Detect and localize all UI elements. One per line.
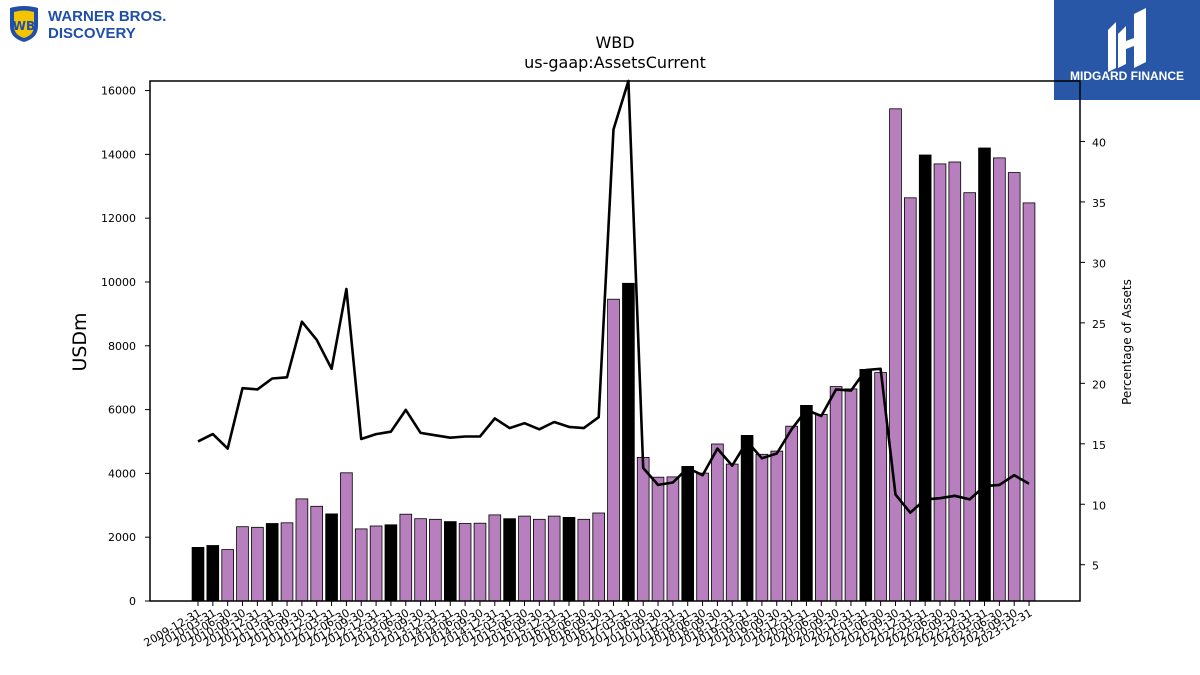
bar — [696, 472, 709, 602]
bar — [785, 425, 798, 602]
bar — [889, 108, 902, 602]
wbd-logo-graphic: WB WARNER BROS. DISCOVERY — [10, 6, 166, 42]
bar — [354, 528, 368, 602]
bar — [443, 521, 457, 602]
y2-tick-label: 25 — [1092, 318, 1106, 331]
wbd-logo-line1: WARNER BROS. — [48, 8, 166, 25]
bar — [755, 453, 769, 602]
y-axis-ticks: 0 2000 4000 6000 8000 10000 12000 14000 16000 — [101, 85, 150, 608]
bar — [607, 298, 620, 602]
bar — [221, 549, 235, 602]
bar — [978, 147, 991, 602]
bar — [829, 386, 843, 602]
y-tick-label: 8000 — [108, 340, 136, 353]
bar — [429, 518, 442, 602]
wbd-logo-line2: DISCOVERY — [48, 25, 136, 42]
bar — [340, 472, 353, 602]
bar — [1022, 202, 1036, 602]
y-axis-label: USDm — [69, 312, 91, 371]
bar — [666, 476, 680, 602]
bar — [651, 476, 665, 602]
midgard-logo-text: MIDGARD FINANCE — [1070, 69, 1184, 83]
y-tick-label: 6000 — [108, 404, 136, 417]
bar — [770, 450, 784, 602]
bar — [948, 161, 962, 602]
bar — [725, 463, 739, 602]
bar — [518, 515, 531, 602]
midgard-mark-icon — [1108, 8, 1146, 72]
bar — [547, 515, 561, 602]
bar — [815, 413, 828, 602]
bar — [711, 443, 724, 602]
bar — [280, 522, 294, 602]
bar — [592, 512, 605, 602]
y2-tick-label: 30 — [1092, 257, 1106, 270]
bar — [399, 513, 413, 602]
y2-axis-label: Percentage of Assets — [1120, 279, 1134, 405]
bar — [384, 524, 398, 602]
bar — [414, 518, 427, 602]
bar — [933, 163, 947, 602]
bar — [740, 434, 754, 602]
y2-tick-label: 35 — [1092, 197, 1106, 210]
line-series — [197, 79, 1030, 515]
bar — [577, 518, 591, 602]
bar — [310, 505, 323, 602]
bar — [993, 157, 1006, 602]
y2-tick-label: 5 — [1092, 560, 1099, 573]
y2-tick-label: 10 — [1092, 499, 1106, 512]
bar — [904, 197, 917, 602]
bar — [236, 526, 249, 602]
chart-subtitle: us-gaap:AssetsCurrent — [524, 53, 706, 72]
bar — [963, 192, 976, 602]
bar — [1007, 172, 1021, 602]
bar — [562, 517, 576, 602]
y-tick-label: 4000 — [108, 467, 136, 480]
bar — [681, 465, 694, 602]
y-tick-label: 12000 — [101, 212, 136, 225]
bar — [859, 368, 873, 602]
bar — [844, 388, 858, 602]
y-tick-label: 2000 — [108, 531, 136, 544]
y-tick-label: 14000 — [101, 148, 136, 161]
bar — [622, 282, 635, 602]
bar — [488, 514, 502, 602]
bar — [191, 547, 205, 602]
bar-series — [191, 108, 1036, 602]
bar — [533, 518, 546, 602]
y2-tick-label: 15 — [1092, 439, 1106, 452]
bar — [800, 404, 813, 602]
bar — [325, 513, 338, 602]
midgard-logo-graphic: MIDGARD FINANCE — [1070, 8, 1184, 83]
y-tick-label: 10000 — [101, 276, 136, 289]
plot-frame — [149, 80, 1081, 602]
y2-axis-ticks: 5 10 15 20 25 30 35 40 — [1080, 136, 1106, 573]
x-axis-ticks: 2009-12-312010-03-312010-06-302010-09-30… — [142, 601, 1035, 650]
percentage-line — [197, 79, 1030, 515]
bar — [473, 522, 487, 602]
y-tick-label: 0 — [129, 595, 136, 608]
y2-tick-label: 20 — [1092, 378, 1106, 391]
y-tick-label: 16000 — [101, 85, 136, 98]
bar — [458, 523, 472, 602]
bar — [206, 545, 220, 602]
y2-tick-label: 40 — [1092, 136, 1106, 149]
wb-shield-inner — [14, 10, 34, 38]
bar — [918, 154, 932, 602]
bar — [265, 523, 279, 602]
wb-shield-text: WB — [13, 19, 35, 33]
bar — [636, 456, 650, 602]
bar — [251, 526, 264, 602]
chart-title: WBD — [595, 33, 634, 52]
bar — [503, 518, 516, 602]
bar — [369, 525, 383, 602]
warner-bros-discovery-logo: WB WARNER BROS. DISCOVERY — [6, 4, 196, 44]
bar — [295, 498, 309, 602]
midgard-finance-logo: MIDGARD FINANCE — [1054, 0, 1200, 100]
